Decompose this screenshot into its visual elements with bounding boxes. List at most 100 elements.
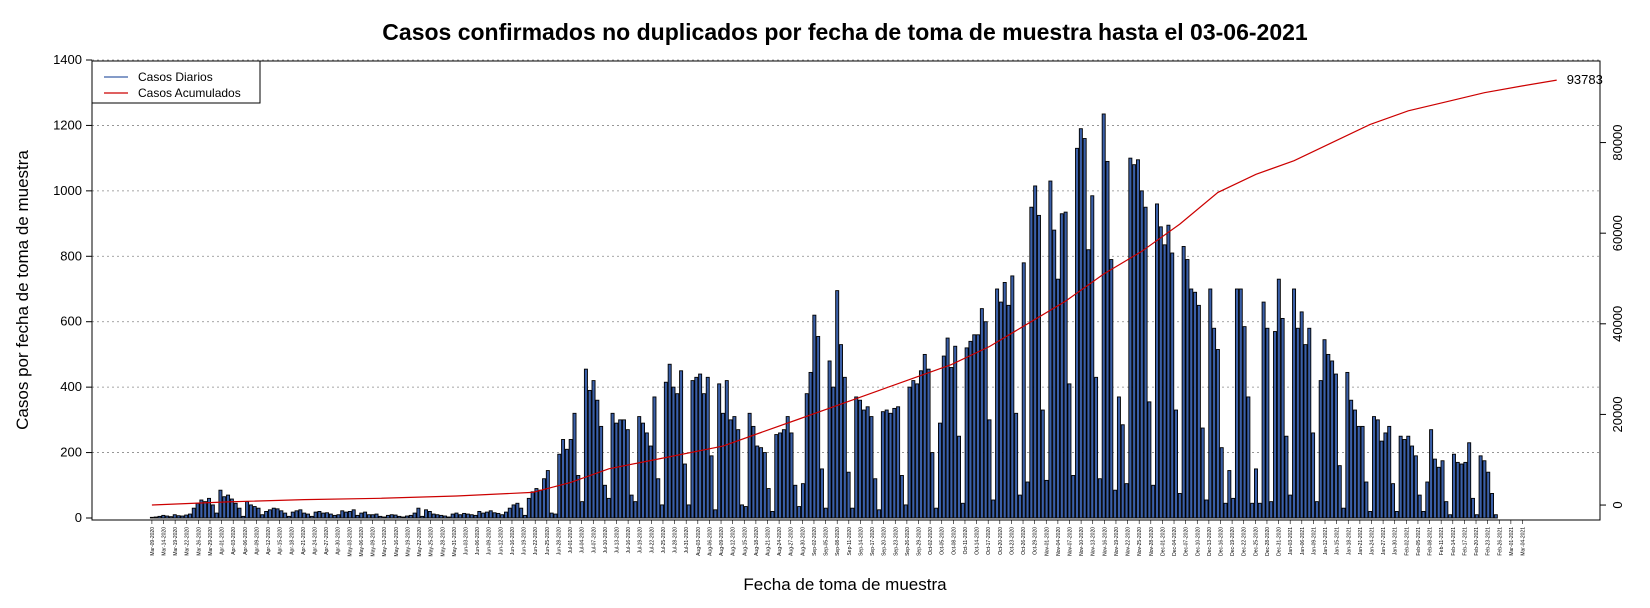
bar bbox=[427, 511, 432, 519]
bar bbox=[888, 412, 893, 519]
x-tick-label: Nov-10-2020 bbox=[1079, 527, 1085, 556]
x-tick-label: Dec-04-2020 bbox=[1172, 527, 1178, 556]
bar bbox=[168, 516, 173, 519]
bar bbox=[229, 498, 234, 519]
x-tick-label: Mar-01-2021 bbox=[1509, 527, 1515, 556]
bar bbox=[503, 511, 508, 519]
bar bbox=[1227, 470, 1232, 519]
bar bbox=[930, 452, 935, 519]
bar bbox=[519, 507, 524, 519]
x-tick-label: Jan-24-2021 bbox=[1369, 527, 1375, 555]
x-tick-label: Mar-26-2020 bbox=[196, 527, 202, 556]
bar bbox=[1478, 455, 1483, 519]
bar bbox=[1002, 282, 1007, 519]
bar bbox=[877, 509, 882, 519]
bar bbox=[473, 514, 478, 519]
bar bbox=[1379, 440, 1384, 519]
legend-label-daily: Casos Diarios bbox=[138, 70, 213, 84]
x-tick-label: Sep-14-2020 bbox=[858, 527, 864, 556]
x-tick-label: May-25-2020 bbox=[429, 527, 435, 557]
x-tick-label: Jan-09-2021 bbox=[1311, 527, 1317, 555]
bar bbox=[698, 373, 703, 519]
bar bbox=[511, 504, 516, 519]
x-tick-label: Apr-24-2020 bbox=[313, 527, 319, 555]
bar bbox=[260, 514, 265, 519]
bar bbox=[1204, 499, 1209, 519]
x-tick-label: Sep-17-2020 bbox=[870, 527, 876, 556]
x-tick-label: Oct-05-2020 bbox=[940, 527, 946, 555]
bar bbox=[1242, 326, 1247, 519]
x-tick-label: May-09-2020 bbox=[371, 527, 377, 557]
x-tick-label: Nov-22-2020 bbox=[1126, 527, 1132, 556]
bar bbox=[1254, 468, 1258, 519]
x-axis: Mar-09-2020 Mar-14-2020 Mar-19-2020 Mar-22-… bbox=[150, 520, 1526, 557]
x-tick-label: May-03-2020 bbox=[347, 527, 353, 557]
bar bbox=[1215, 349, 1220, 519]
x-tick-label: Jul-13-2020 bbox=[615, 527, 621, 554]
x-tick-label: Dec-25-2020 bbox=[1253, 527, 1259, 556]
bar bbox=[355, 514, 360, 519]
y2-tick-label: 20000 bbox=[1610, 396, 1625, 432]
x-tick-label: Nov-07-2020 bbox=[1067, 527, 1073, 556]
bar bbox=[896, 406, 901, 519]
bar bbox=[705, 376, 710, 519]
bar bbox=[199, 499, 204, 519]
bar bbox=[1033, 185, 1038, 519]
bar bbox=[271, 507, 276, 519]
bar bbox=[979, 308, 984, 519]
bar bbox=[1014, 412, 1019, 519]
x-tick-label: Oct-26-2020 bbox=[1021, 527, 1027, 555]
bar bbox=[1063, 211, 1068, 519]
bar bbox=[804, 393, 809, 519]
chart-title: Casos confirmados no duplicados por fech… bbox=[382, 19, 1308, 45]
bar bbox=[1017, 494, 1022, 519]
bar bbox=[591, 380, 596, 519]
bar bbox=[321, 512, 326, 519]
bar bbox=[648, 445, 653, 519]
bar bbox=[614, 422, 619, 519]
x-tick-label: Apr-21-2020 bbox=[301, 527, 307, 555]
bar bbox=[1459, 463, 1464, 519]
bar bbox=[412, 512, 417, 519]
bar bbox=[690, 380, 695, 519]
bar bbox=[1455, 461, 1460, 519]
bar bbox=[188, 513, 192, 519]
bar bbox=[283, 512, 288, 519]
bar bbox=[1372, 416, 1376, 519]
bar bbox=[728, 419, 733, 519]
bar bbox=[873, 478, 878, 519]
y-tick-label: 400 bbox=[60, 379, 82, 394]
bar bbox=[549, 512, 554, 519]
bar bbox=[1311, 432, 1316, 519]
bar bbox=[572, 412, 577, 519]
x-tick-label: Feb-17-2021 bbox=[1462, 527, 1468, 556]
bar bbox=[462, 512, 467, 519]
bar bbox=[568, 439, 573, 519]
bar bbox=[1132, 164, 1137, 519]
y-tick-label: 200 bbox=[60, 445, 82, 460]
bar bbox=[416, 507, 421, 519]
x-tick-label: Jun-12-2020 bbox=[498, 527, 504, 555]
bar bbox=[1356, 425, 1361, 519]
x-tick-label: Apr-12-2020 bbox=[266, 527, 272, 555]
bar bbox=[1189, 288, 1194, 519]
x-tick-label: May-22-2020 bbox=[417, 527, 423, 557]
bar bbox=[987, 419, 992, 519]
bar bbox=[880, 411, 885, 519]
x-tick-label: Apr-09-2020 bbox=[254, 527, 260, 555]
x-tick-label: Feb-02-2021 bbox=[1404, 527, 1410, 556]
x-tick-label: May-28-2020 bbox=[440, 527, 446, 557]
bar bbox=[1425, 481, 1430, 519]
x-tick-label: Dec-28-2020 bbox=[1265, 527, 1271, 556]
x-tick-label: Aug-06-2020 bbox=[707, 527, 713, 556]
bar bbox=[157, 515, 162, 519]
bar bbox=[968, 340, 973, 519]
x-tick-label: May-31-2020 bbox=[452, 527, 458, 557]
x-tick-label: Aug-30-2020 bbox=[800, 527, 806, 556]
bar bbox=[313, 511, 318, 519]
bar bbox=[279, 510, 284, 519]
bar bbox=[945, 337, 950, 519]
bar bbox=[176, 515, 181, 519]
bar bbox=[1406, 435, 1411, 519]
x-tick-label: Jul-07-2020 bbox=[591, 527, 597, 554]
